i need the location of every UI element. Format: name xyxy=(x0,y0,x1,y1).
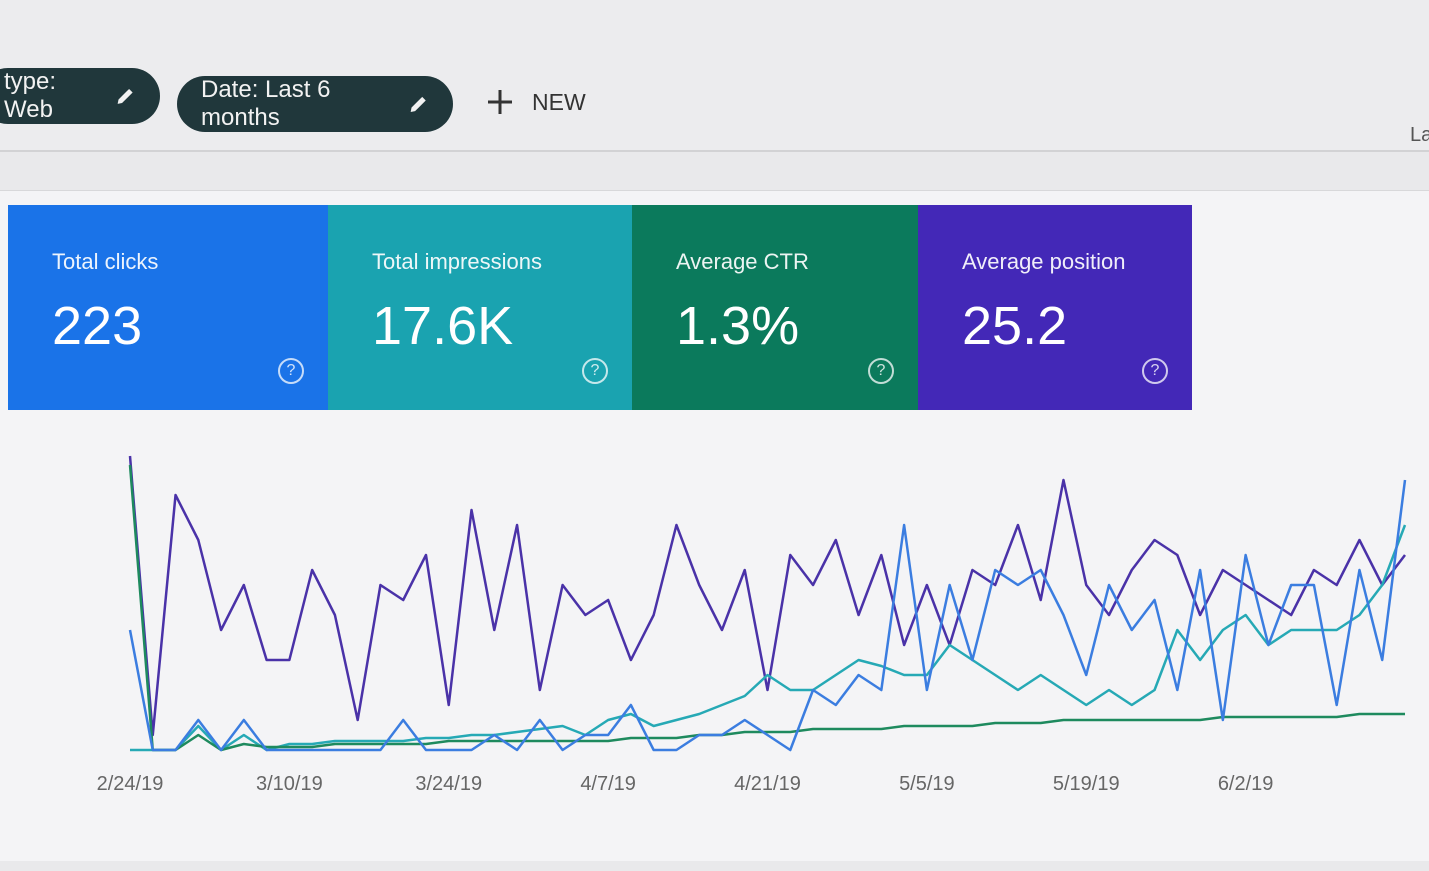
filter-bar: type: Web Date: Last 6 months NEW La xyxy=(0,0,1429,152)
card-total-clicks[interactable]: Total clicks 223 ? xyxy=(8,205,328,410)
x-tick-label: 5/5/19 xyxy=(899,773,955,795)
x-tick-label: 4/21/19 xyxy=(734,773,801,795)
filter-chip-label: type: Web xyxy=(4,68,57,123)
card-average-ctr[interactable]: Average CTR 1.3% ? xyxy=(632,205,918,410)
card-value: 1.3% xyxy=(676,296,800,356)
series-line-average-ctr xyxy=(128,464,1405,752)
help-icon[interactable]: ? xyxy=(868,358,894,384)
x-tick-label: 3/10/19 xyxy=(256,773,323,795)
pencil-icon[interactable] xyxy=(115,84,136,108)
card-label: Total impressions xyxy=(372,249,542,274)
card-label: Average CTR xyxy=(676,249,809,274)
new-button-label: NEW xyxy=(532,88,586,115)
x-tick-label: 4/7/19 xyxy=(580,773,636,795)
help-icon[interactable]: ? xyxy=(582,358,608,384)
card-average-position[interactable]: Average position 25.2 ? xyxy=(918,205,1192,410)
card-label: Average position xyxy=(962,249,1126,274)
performance-chart: 2/24/19 3/10/19 3/24/19 4/7/19 4/21/19 5/5/19… xyxy=(97,455,1407,795)
help-icon[interactable]: ? xyxy=(278,358,304,384)
plus-icon xyxy=(488,90,512,114)
series-line-average-position xyxy=(128,455,1406,737)
help-icon[interactable]: ? xyxy=(1142,358,1168,384)
new-filter-button[interactable]: NEW xyxy=(486,88,586,116)
x-tick-label: 3/24/19 xyxy=(415,773,482,795)
filter-chip-label: Date: Last 6 months xyxy=(201,76,331,131)
filter-chip-type[interactable]: type: Web xyxy=(0,68,160,124)
card-value: 25.2 xyxy=(962,296,1068,356)
card-value: 223 xyxy=(52,296,143,356)
x-tick-label: 2/24/19 xyxy=(97,773,164,795)
pencil-icon[interactable] xyxy=(408,92,429,116)
x-tick-label: 6/2/19 xyxy=(1218,773,1274,795)
truncated-text: La xyxy=(1410,124,1429,146)
series-line-total-clicks xyxy=(128,479,1407,752)
x-tick-label: 5/19/19 xyxy=(1053,773,1120,795)
filter-chip-date[interactable]: Date: Last 6 months xyxy=(177,76,453,132)
card-label: Total clicks xyxy=(52,249,159,274)
card-value: 17.6K xyxy=(372,296,514,356)
card-total-impressions[interactable]: Total impressions 17.6K ? xyxy=(328,205,632,410)
series-line-total-impressions xyxy=(130,524,1407,752)
